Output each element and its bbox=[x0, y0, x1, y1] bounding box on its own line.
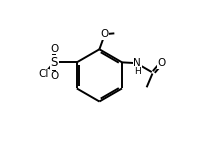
Text: S: S bbox=[51, 56, 58, 69]
Text: O: O bbox=[50, 44, 58, 54]
Text: Cl: Cl bbox=[38, 69, 49, 79]
Text: N: N bbox=[133, 58, 141, 68]
Text: O: O bbox=[157, 58, 166, 68]
Text: H: H bbox=[134, 67, 141, 76]
Text: O: O bbox=[50, 71, 58, 81]
Text: O: O bbox=[100, 29, 109, 39]
